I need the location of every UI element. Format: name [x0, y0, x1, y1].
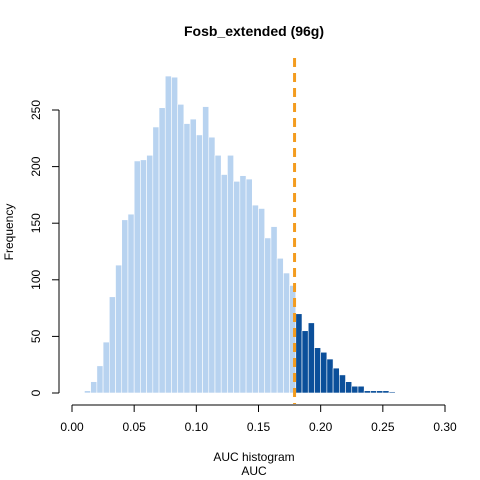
histogram-bar [376, 390, 384, 394]
histogram-bar [109, 296, 116, 394]
histogram-bar [326, 358, 334, 394]
histogram-bar [152, 126, 160, 394]
histogram-bar [164, 75, 172, 394]
x-tick-label: 0.05 [122, 420, 146, 434]
histogram-bar [301, 330, 309, 394]
histogram-bar [140, 159, 147, 394]
histogram-bar [220, 174, 228, 394]
x-tick-label: 0.25 [371, 420, 395, 434]
histogram-bar [177, 104, 185, 394]
histogram-bars [84, 75, 396, 394]
histogram-bar [345, 381, 353, 394]
histogram-bar [351, 385, 359, 394]
histogram-bar [332, 367, 340, 394]
histogram-bar [227, 154, 234, 394]
y-tick-label: 50 [29, 329, 43, 343]
histogram-bar [357, 385, 365, 394]
histogram-bar [270, 226, 278, 394]
histogram-bar [295, 313, 303, 394]
histogram-bar [183, 123, 191, 394]
x-tick-label: 0.30 [433, 420, 457, 434]
x-tick-label: 0.00 [60, 420, 84, 434]
x-tick-label: 0.15 [247, 420, 271, 434]
x-axis: 0.00 0.05 0.10 0.15 0.20 0.25 0.30 [60, 404, 457, 434]
histogram-bar [189, 118, 197, 394]
histogram-bar [258, 208, 266, 394]
histogram-bar [214, 154, 222, 394]
histogram-bar [283, 272, 290, 394]
histogram-bar [127, 213, 135, 394]
histogram-bar [171, 76, 178, 394]
x-tick-label: 0.20 [309, 420, 333, 434]
histogram-bar [121, 219, 129, 394]
histogram-bar [314, 347, 321, 394]
y-axis: 0 50 100 150 200 250 [29, 100, 60, 396]
y-axis-label: Frequency [2, 204, 16, 261]
x-axis-label-line2: AUC [241, 464, 267, 478]
histogram-bar [276, 257, 284, 394]
histogram-bar [208, 136, 216, 394]
histogram-bar [90, 381, 98, 394]
y-tick-label: 250 [29, 100, 43, 120]
histogram-bar [370, 390, 377, 394]
histogram-bar [320, 351, 328, 394]
histogram-bar [382, 390, 390, 394]
chart-title: Fosb_extended (96g) [184, 23, 324, 39]
x-axis-label-line1: AUC histogram [213, 450, 294, 464]
histogram-bar [339, 374, 346, 394]
histogram-bar [102, 341, 110, 394]
histogram-bar [233, 181, 241, 394]
x-tick-label: 0.10 [185, 420, 209, 434]
histogram-bar [96, 365, 104, 394]
histogram-bar [307, 322, 315, 394]
histogram-bar [251, 204, 259, 394]
histogram-bar [388, 391, 396, 394]
y-tick-label: 150 [29, 213, 43, 233]
histogram-bar [196, 134, 203, 394]
y-tick-label: 200 [29, 156, 43, 176]
histogram-bar [115, 264, 123, 394]
histogram-bar [146, 154, 154, 394]
histogram-bar [158, 107, 166, 394]
histogram-bar [264, 237, 272, 394]
histogram-bar [202, 106, 210, 394]
histogram-bar [363, 390, 371, 394]
y-tick-label: 100 [29, 269, 43, 289]
histogram-bar [133, 160, 141, 394]
y-tick-label: 0 [29, 389, 43, 396]
histogram-bar [245, 178, 253, 394]
histogram-bar [239, 175, 247, 394]
histogram-bar [84, 390, 91, 394]
